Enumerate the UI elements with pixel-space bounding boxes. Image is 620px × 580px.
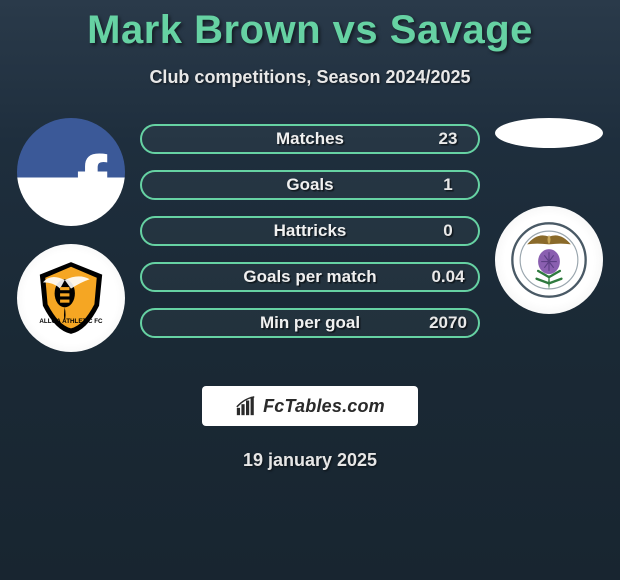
player-left-avatar (17, 118, 125, 226)
player-right-column (484, 118, 614, 332)
stat-row-hattricks: Hattricks 0 (140, 216, 480, 246)
stat-label: Min per goal (196, 313, 424, 333)
stat-right-value: 2070 (424, 313, 478, 333)
stat-right-value: 1 (424, 175, 478, 195)
page-title: Mark Brown vs Savage (0, 0, 620, 53)
bars-icon (235, 395, 257, 417)
stat-label: Hattricks (196, 221, 424, 241)
stat-row-goals-per-match: Goals per match 0.04 (140, 262, 480, 292)
stat-label: Goals (196, 175, 424, 195)
player-right-club-badge (495, 206, 603, 314)
stat-right-value: 0.04 (424, 267, 478, 287)
player-left-club-badge: ALLOA ATHLETIC FC (17, 244, 125, 352)
stat-label: Goals per match (196, 267, 424, 287)
comparison-content: ALLOA ATHLETIC FC Matches 23 (0, 118, 620, 378)
stat-row-matches: Matches 23 (140, 124, 480, 154)
player-right-avatar (495, 118, 603, 148)
stat-label: Matches (196, 129, 424, 149)
footer-logo: FcTables.com (202, 386, 418, 426)
alloa-badge-icon: ALLOA ATHLETIC FC (32, 259, 110, 337)
footer-logo-text: FcTables.com (263, 396, 385, 417)
stat-right-value: 0 (424, 221, 478, 241)
stats-panel: Matches 23 Goals 1 Hattricks 0 Goals per… (140, 124, 480, 354)
svg-text:ALLOA ATHLETIC FC: ALLOA ATHLETIC FC (39, 318, 103, 325)
inverness-badge-icon (510, 221, 588, 299)
page-subtitle: Club competitions, Season 2024/2025 (0, 67, 620, 88)
footer-date: 19 january 2025 (0, 450, 620, 471)
stat-row-goals: Goals 1 (140, 170, 480, 200)
stat-right-value: 23 (424, 129, 478, 149)
stat-row-min-per-goal: Min per goal 2070 (140, 308, 480, 338)
player-left-column: ALLOA ATHLETIC FC (6, 118, 136, 370)
